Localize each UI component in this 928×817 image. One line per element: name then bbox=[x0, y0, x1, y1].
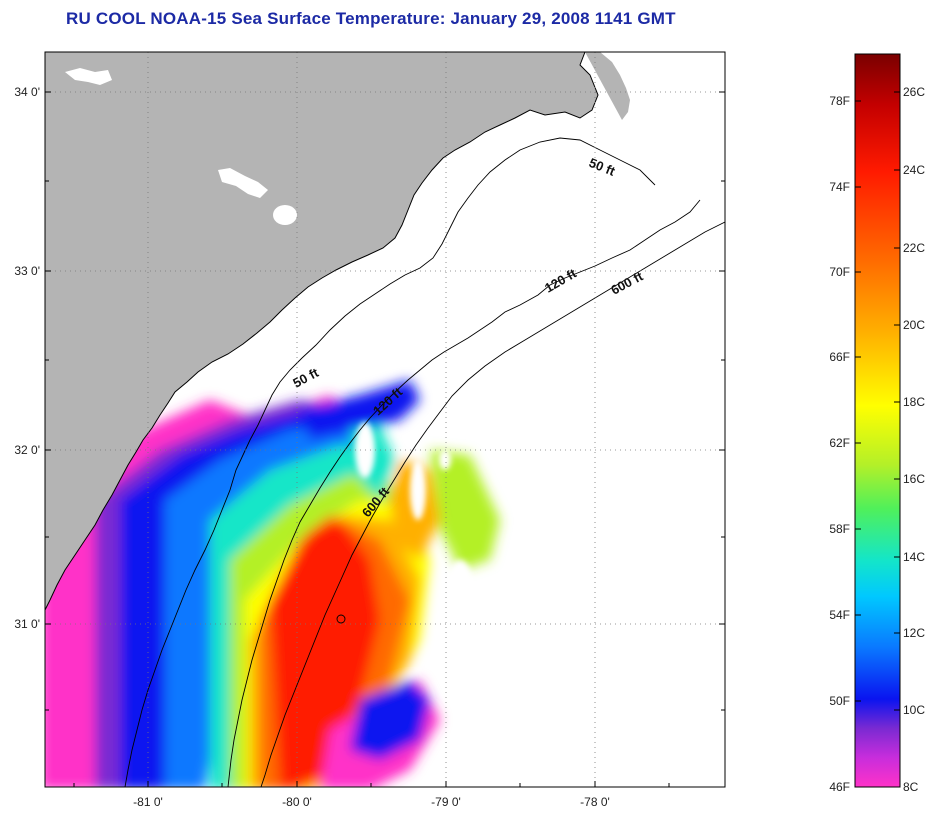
cb-label-18c: 18C bbox=[903, 395, 925, 409]
isobath-50ft bbox=[124, 137, 656, 787]
cb-label-14c: 14C bbox=[903, 550, 925, 564]
cb-label-8c: 8C bbox=[903, 780, 919, 794]
isobath-120ft bbox=[227, 199, 701, 787]
lat-label-32: 32 0' bbox=[14, 443, 40, 457]
cb-label-46f: 46F bbox=[829, 780, 850, 794]
colorbar-ticks bbox=[855, 91, 900, 711]
map-content bbox=[45, 52, 725, 787]
coastline bbox=[45, 52, 599, 611]
cb-label-12c: 12C bbox=[903, 626, 925, 640]
cb-label-50f: 50F bbox=[829, 694, 850, 708]
cb-label-22c: 22C bbox=[903, 241, 925, 255]
land-lakes bbox=[65, 68, 297, 225]
cb-label-10c: 10C bbox=[903, 703, 925, 717]
land-mass bbox=[45, 52, 598, 610]
cb-label-78f: 78F bbox=[829, 94, 850, 108]
lon-label-81: -81 0' bbox=[133, 795, 163, 809]
colorbar-fahrenheit-labels: 78F 74F 70F 66F 62F 58F 54F 50F 46F bbox=[829, 94, 850, 794]
cb-label-66f: 66F bbox=[829, 350, 850, 364]
lat-label-33: 33 0' bbox=[14, 264, 40, 278]
colorbar-celsius-labels: 26C 24C 22C 20C 18C 16C 14C 12C 10C 8C bbox=[903, 85, 925, 794]
cb-label-58f: 58F bbox=[829, 522, 850, 536]
map-graticule bbox=[45, 52, 725, 787]
colorbar bbox=[854, 53, 901, 788]
lon-label-78: -78 0' bbox=[580, 795, 610, 809]
cb-label-70f: 70F bbox=[829, 265, 850, 279]
map-tick-marks bbox=[45, 91, 725, 787]
lon-label-80: -80 0' bbox=[282, 795, 312, 809]
lon-label-79: -79 0' bbox=[431, 795, 461, 809]
cb-label-16c: 16C bbox=[903, 472, 925, 486]
cb-label-26c: 26C bbox=[903, 85, 925, 99]
lat-label-31: 31 0' bbox=[14, 617, 40, 631]
cb-label-62f: 62F bbox=[829, 436, 850, 450]
cb-label-20c: 20C bbox=[903, 318, 925, 332]
cb-label-74f: 74F bbox=[829, 180, 850, 194]
lat-label-34: 34 0' bbox=[14, 85, 40, 99]
map-title: RU COOL NOAA-15 Sea Surface Temperature:… bbox=[66, 9, 676, 28]
map-frame bbox=[44, 51, 726, 788]
land-northeast bbox=[585, 52, 630, 120]
cb-label-24c: 24C bbox=[903, 163, 925, 177]
cb-label-54f: 54F bbox=[829, 608, 850, 622]
map-marker-circle bbox=[336, 614, 346, 624]
isobath-600ft bbox=[260, 221, 725, 787]
